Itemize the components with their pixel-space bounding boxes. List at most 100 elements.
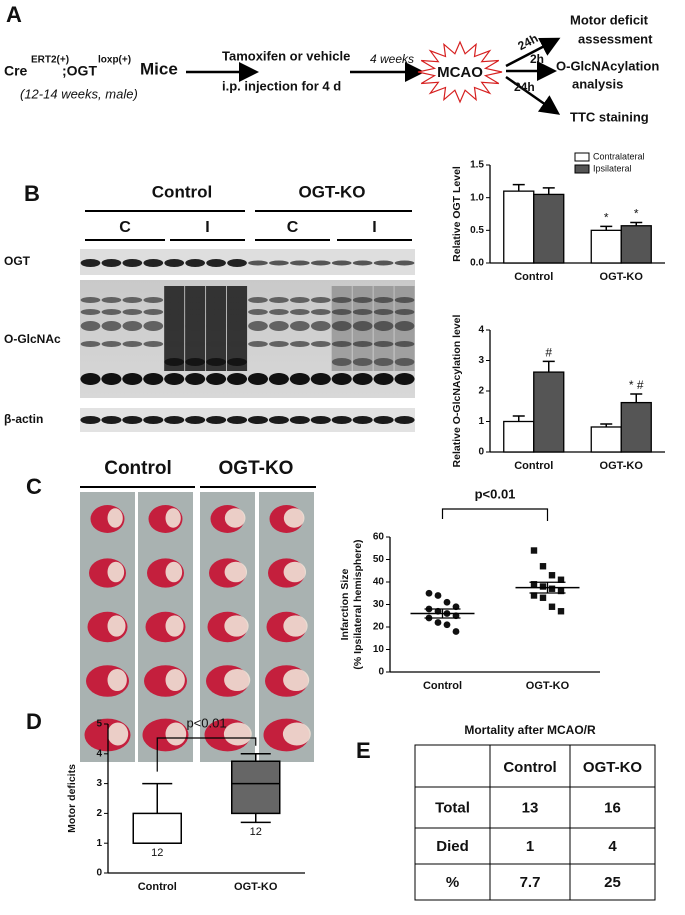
band <box>247 416 269 424</box>
band <box>269 309 289 315</box>
n-label: 12 <box>151 847 163 859</box>
y-tick-label: 2 <box>96 808 102 819</box>
band <box>394 321 415 331</box>
band <box>290 297 310 303</box>
point <box>530 547 538 554</box>
sem-bar <box>529 581 566 594</box>
arrow <box>505 37 561 68</box>
band <box>310 297 331 303</box>
time: 24h <box>514 80 535 94</box>
table-cell: 4 <box>608 838 617 855</box>
age: (12-14 weeks, male) <box>20 86 138 101</box>
band <box>352 416 373 424</box>
y-axis-label: Relative OGT Level <box>451 166 463 262</box>
band <box>185 259 205 267</box>
infarct <box>165 561 183 583</box>
bar <box>503 420 535 453</box>
band <box>248 309 268 315</box>
genotype-sup: loxp(+) <box>98 55 131 66</box>
band <box>227 309 247 315</box>
band <box>352 341 373 347</box>
band <box>122 309 143 315</box>
lane-label: I <box>205 219 209 236</box>
treatment: i.p. injection for 4 d <box>222 78 341 93</box>
outcome: analysis <box>572 76 623 91</box>
infarct <box>283 615 308 637</box>
band <box>226 373 248 385</box>
infarct <box>283 508 305 528</box>
y-tick-label: 1 <box>96 838 102 849</box>
band <box>227 321 247 331</box>
legend-swatch <box>574 164 590 174</box>
infarct <box>107 561 125 583</box>
annotation: * # <box>629 378 644 392</box>
band <box>248 321 268 331</box>
band <box>164 373 185 385</box>
y-axis-label: Motor deficits <box>66 764 78 833</box>
point <box>443 598 451 606</box>
significance-bracket <box>441 508 549 521</box>
band <box>101 416 122 424</box>
table-cell: Died <box>436 838 469 855</box>
band <box>394 309 415 315</box>
band <box>206 297 226 303</box>
panel-letter: E <box>356 738 371 763</box>
point <box>539 594 547 601</box>
band <box>394 297 415 303</box>
group-label: OGT-KO <box>298 182 365 201</box>
y-axis-label: Relative O-GlcNAcylation level <box>451 314 463 467</box>
band <box>373 373 394 385</box>
surgery: MCAO <box>437 64 483 81</box>
band <box>206 341 226 347</box>
panel-letter: C <box>26 474 42 499</box>
band <box>394 373 415 385</box>
band <box>185 373 206 385</box>
band <box>80 259 101 267</box>
y-tick-label: 0 <box>478 447 484 458</box>
x-tick-label: Control <box>138 881 177 893</box>
band <box>101 309 122 315</box>
band <box>122 259 143 267</box>
whisker <box>142 782 173 814</box>
band <box>164 259 185 267</box>
point <box>452 628 460 635</box>
genotype: ;OGT <box>62 63 97 79</box>
band <box>101 259 122 267</box>
band <box>373 358 394 366</box>
infarct <box>224 615 249 637</box>
infarct <box>165 615 184 637</box>
band <box>164 309 185 315</box>
band <box>164 297 185 303</box>
annotation: # <box>545 346 552 360</box>
band <box>101 341 122 347</box>
bar <box>620 225 652 264</box>
lane-label: C <box>287 219 299 236</box>
legend-label: Ipsilateral <box>593 163 632 173</box>
band <box>268 416 289 424</box>
y-tick-label: 50 <box>373 554 385 565</box>
x-tick-label: OGT-KO <box>234 881 278 893</box>
y-tick-label: 0 <box>378 667 384 678</box>
error-bar <box>542 187 555 195</box>
band <box>394 358 415 366</box>
genotype-sup: ERT2(+) <box>31 55 69 66</box>
table-cell: 1 <box>526 838 534 855</box>
band <box>269 297 289 303</box>
row-label: β-actin <box>4 412 43 426</box>
band <box>164 321 185 331</box>
burst <box>417 40 503 104</box>
n-label: 12 <box>250 826 262 838</box>
y-tick-label: 4 <box>96 748 102 759</box>
table-header: OGT-KO <box>583 759 642 776</box>
point <box>434 592 442 599</box>
band <box>352 297 373 303</box>
band <box>206 321 226 331</box>
band <box>122 321 143 331</box>
band <box>164 358 185 366</box>
band <box>164 416 185 424</box>
band <box>248 297 268 303</box>
interval: 4 weeks <box>370 52 414 66</box>
significance-bracket <box>156 737 257 772</box>
band <box>143 259 164 267</box>
